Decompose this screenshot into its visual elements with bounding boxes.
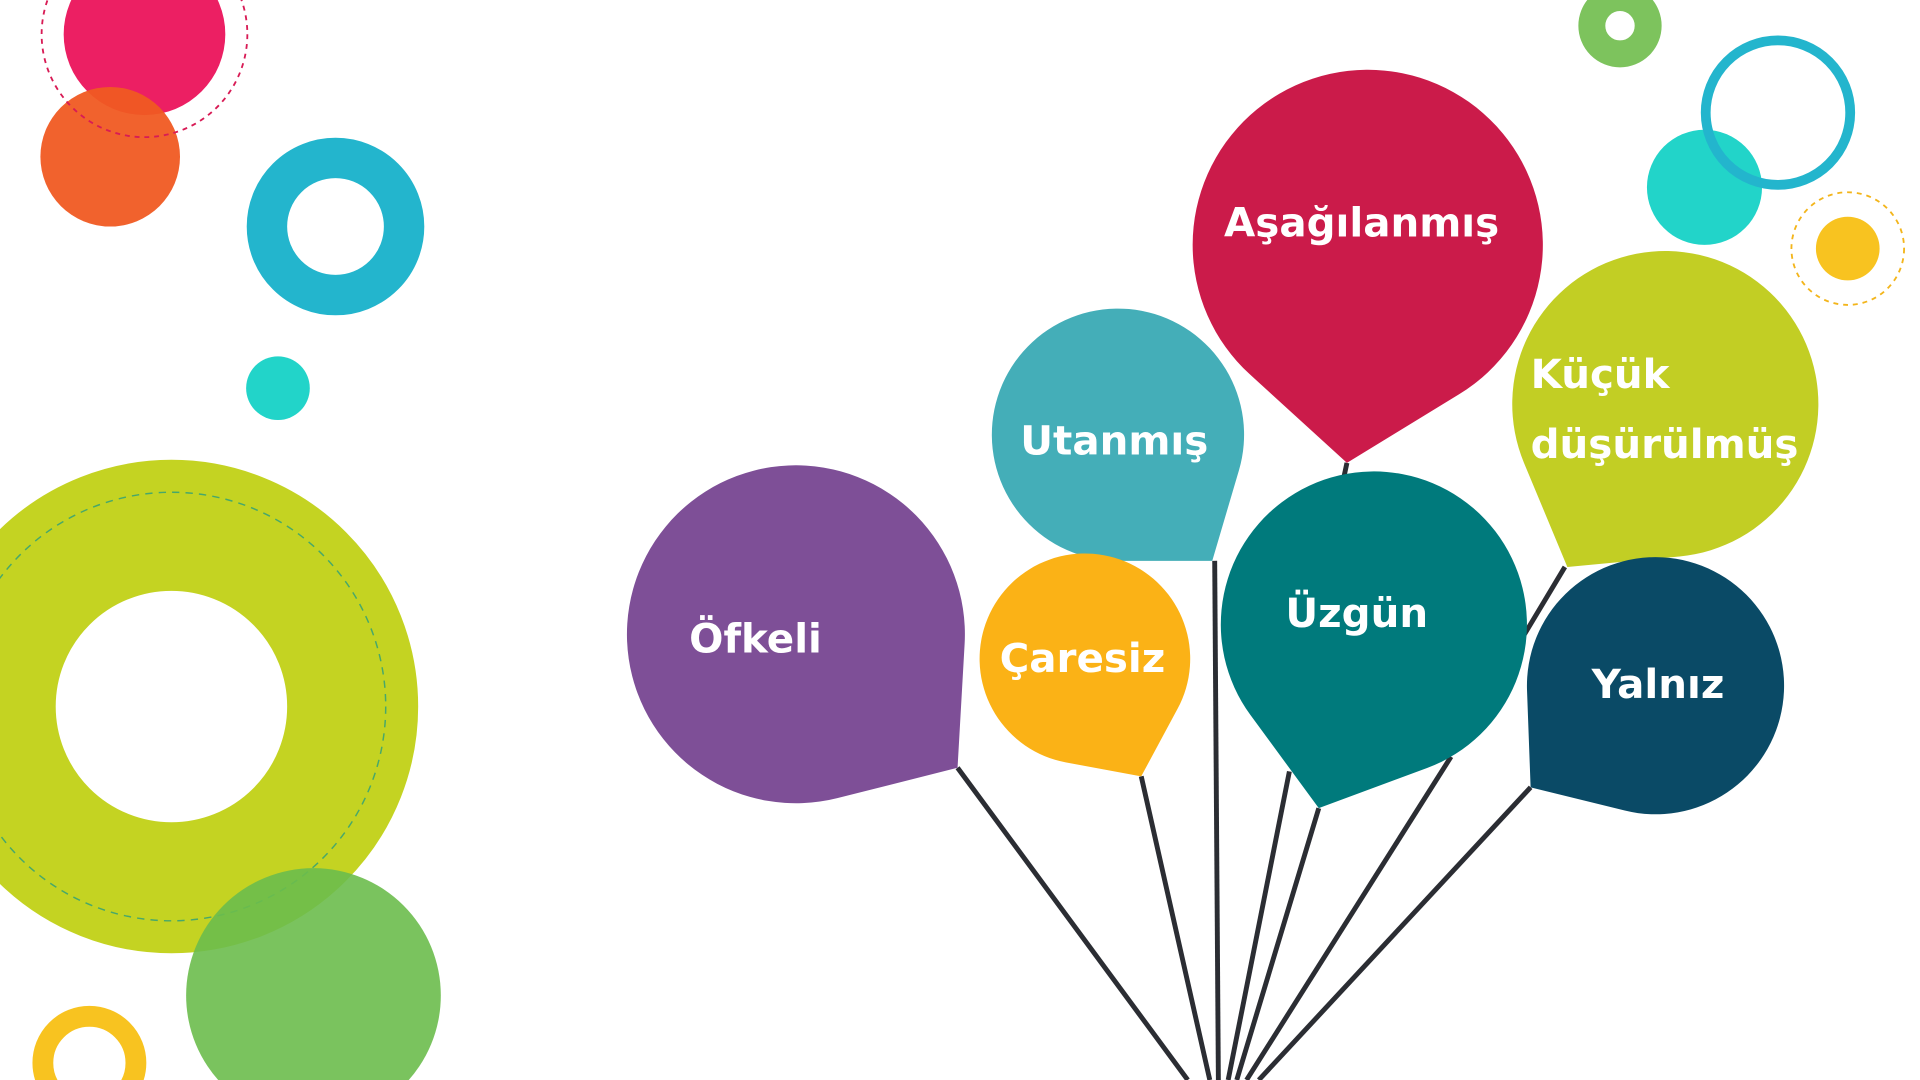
string xyxy=(1228,771,1289,1080)
string xyxy=(1215,561,1219,1080)
deco-ring xyxy=(1592,0,1648,54)
balloon: Çaresiz xyxy=(980,553,1191,776)
page: {"balloons": [ {"label": ["Aşağılanmış"]… xyxy=(0,0,1920,1080)
balloon-shape xyxy=(1512,251,1818,567)
balloon: Utanmış xyxy=(992,309,1244,561)
balloon-label: Çaresiz xyxy=(1000,634,1166,682)
balloon-shape xyxy=(1193,70,1543,463)
string xyxy=(1247,757,1451,1080)
deco-ring xyxy=(0,525,353,887)
balloon-shape xyxy=(1221,471,1527,808)
deco-circle xyxy=(1647,130,1762,245)
balloon: Küçük düşürülmüş xyxy=(1512,251,1818,567)
string xyxy=(1259,787,1531,1080)
deco-ring xyxy=(267,158,404,295)
balloon-label: Üzgün xyxy=(1285,589,1428,637)
string xyxy=(1237,808,1319,1080)
balloon: Yalnız xyxy=(1527,557,1784,814)
balloon-label: Öfkeli xyxy=(689,615,822,663)
balloon: Öfkeli xyxy=(627,465,965,803)
balloons: Aşağılanmış Utanmış Öfkeli Çaresiz Üzgün Küçü… xyxy=(627,70,1818,814)
balloon-label: düşürülmüş xyxy=(1531,420,1799,468)
balloon-label: Küçük xyxy=(1531,350,1671,398)
string xyxy=(958,768,1188,1080)
deco-circle xyxy=(246,356,310,420)
balloon: Üzgün xyxy=(1221,471,1527,808)
balloon-label: Yalnız xyxy=(1591,660,1725,708)
balloon-label: Utanmış xyxy=(1020,416,1208,464)
deco-ring xyxy=(43,1016,136,1080)
balloon: Aşağılanmış xyxy=(1193,70,1543,463)
deco-circle xyxy=(40,87,180,227)
slide: Aşağılanmış Utanmış Öfkeli Çaresiz Üzgün Küçü… xyxy=(0,0,1920,1080)
balloon-label: Aşağılanmış xyxy=(1224,198,1499,246)
deco-ring xyxy=(1706,40,1850,184)
deco-circle xyxy=(1816,217,1880,281)
